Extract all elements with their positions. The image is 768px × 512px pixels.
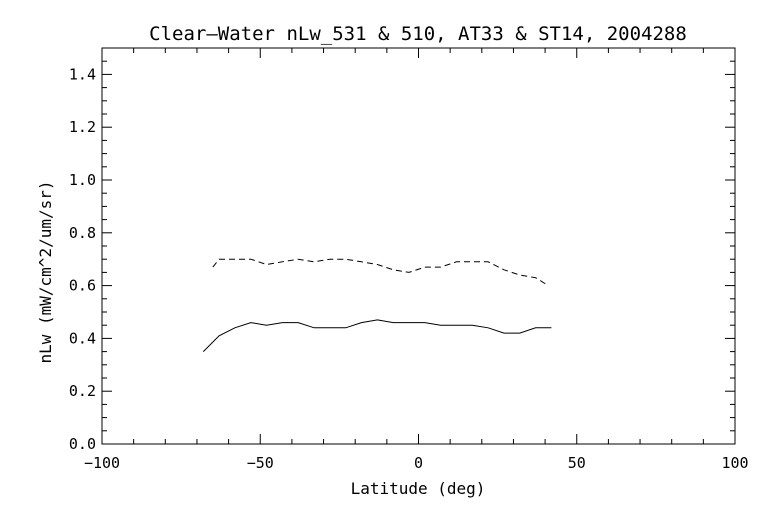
y-tick-label: 1.0 — [69, 171, 96, 189]
series-layer — [202, 258, 552, 352]
y-tick-label: 0.4 — [69, 329, 96, 347]
plot-frame — [101, 47, 736, 445]
x-axis: −100 −50 0 50 100 — [84, 48, 749, 472]
x-tick-label: 100 — [721, 454, 748, 472]
series-line-dashed — [212, 258, 549, 287]
y-axis: 0.0 0.2 0.4 0.6 0.8 1.0 1.2 1.4 — [69, 47, 735, 453]
y-tick-label: 0.6 — [69, 277, 96, 295]
y-tick-label: 0.2 — [69, 382, 96, 400]
x-axis-label: Latitude (deg) — [351, 479, 486, 498]
x-tick-label: −100 — [84, 454, 120, 472]
x-tick-label: 50 — [568, 454, 586, 472]
series-line-solid — [202, 319, 552, 352]
x-tick-label: 0 — [414, 454, 423, 472]
y-tick-label: 1.4 — [69, 65, 96, 83]
y-tick-label: 0.8 — [69, 224, 96, 242]
plot-border — [101, 47, 736, 445]
y-axis-label: nLw (mW/cm^2/um/sr) — [36, 180, 55, 363]
chart-title: Clear–Water nLw_531 & 510, AT33 & ST14, … — [149, 23, 687, 45]
y-tick-label: 0.0 — [69, 435, 96, 453]
y-tick-label: 1.2 — [69, 118, 96, 136]
x-tick-label: −50 — [247, 454, 274, 472]
